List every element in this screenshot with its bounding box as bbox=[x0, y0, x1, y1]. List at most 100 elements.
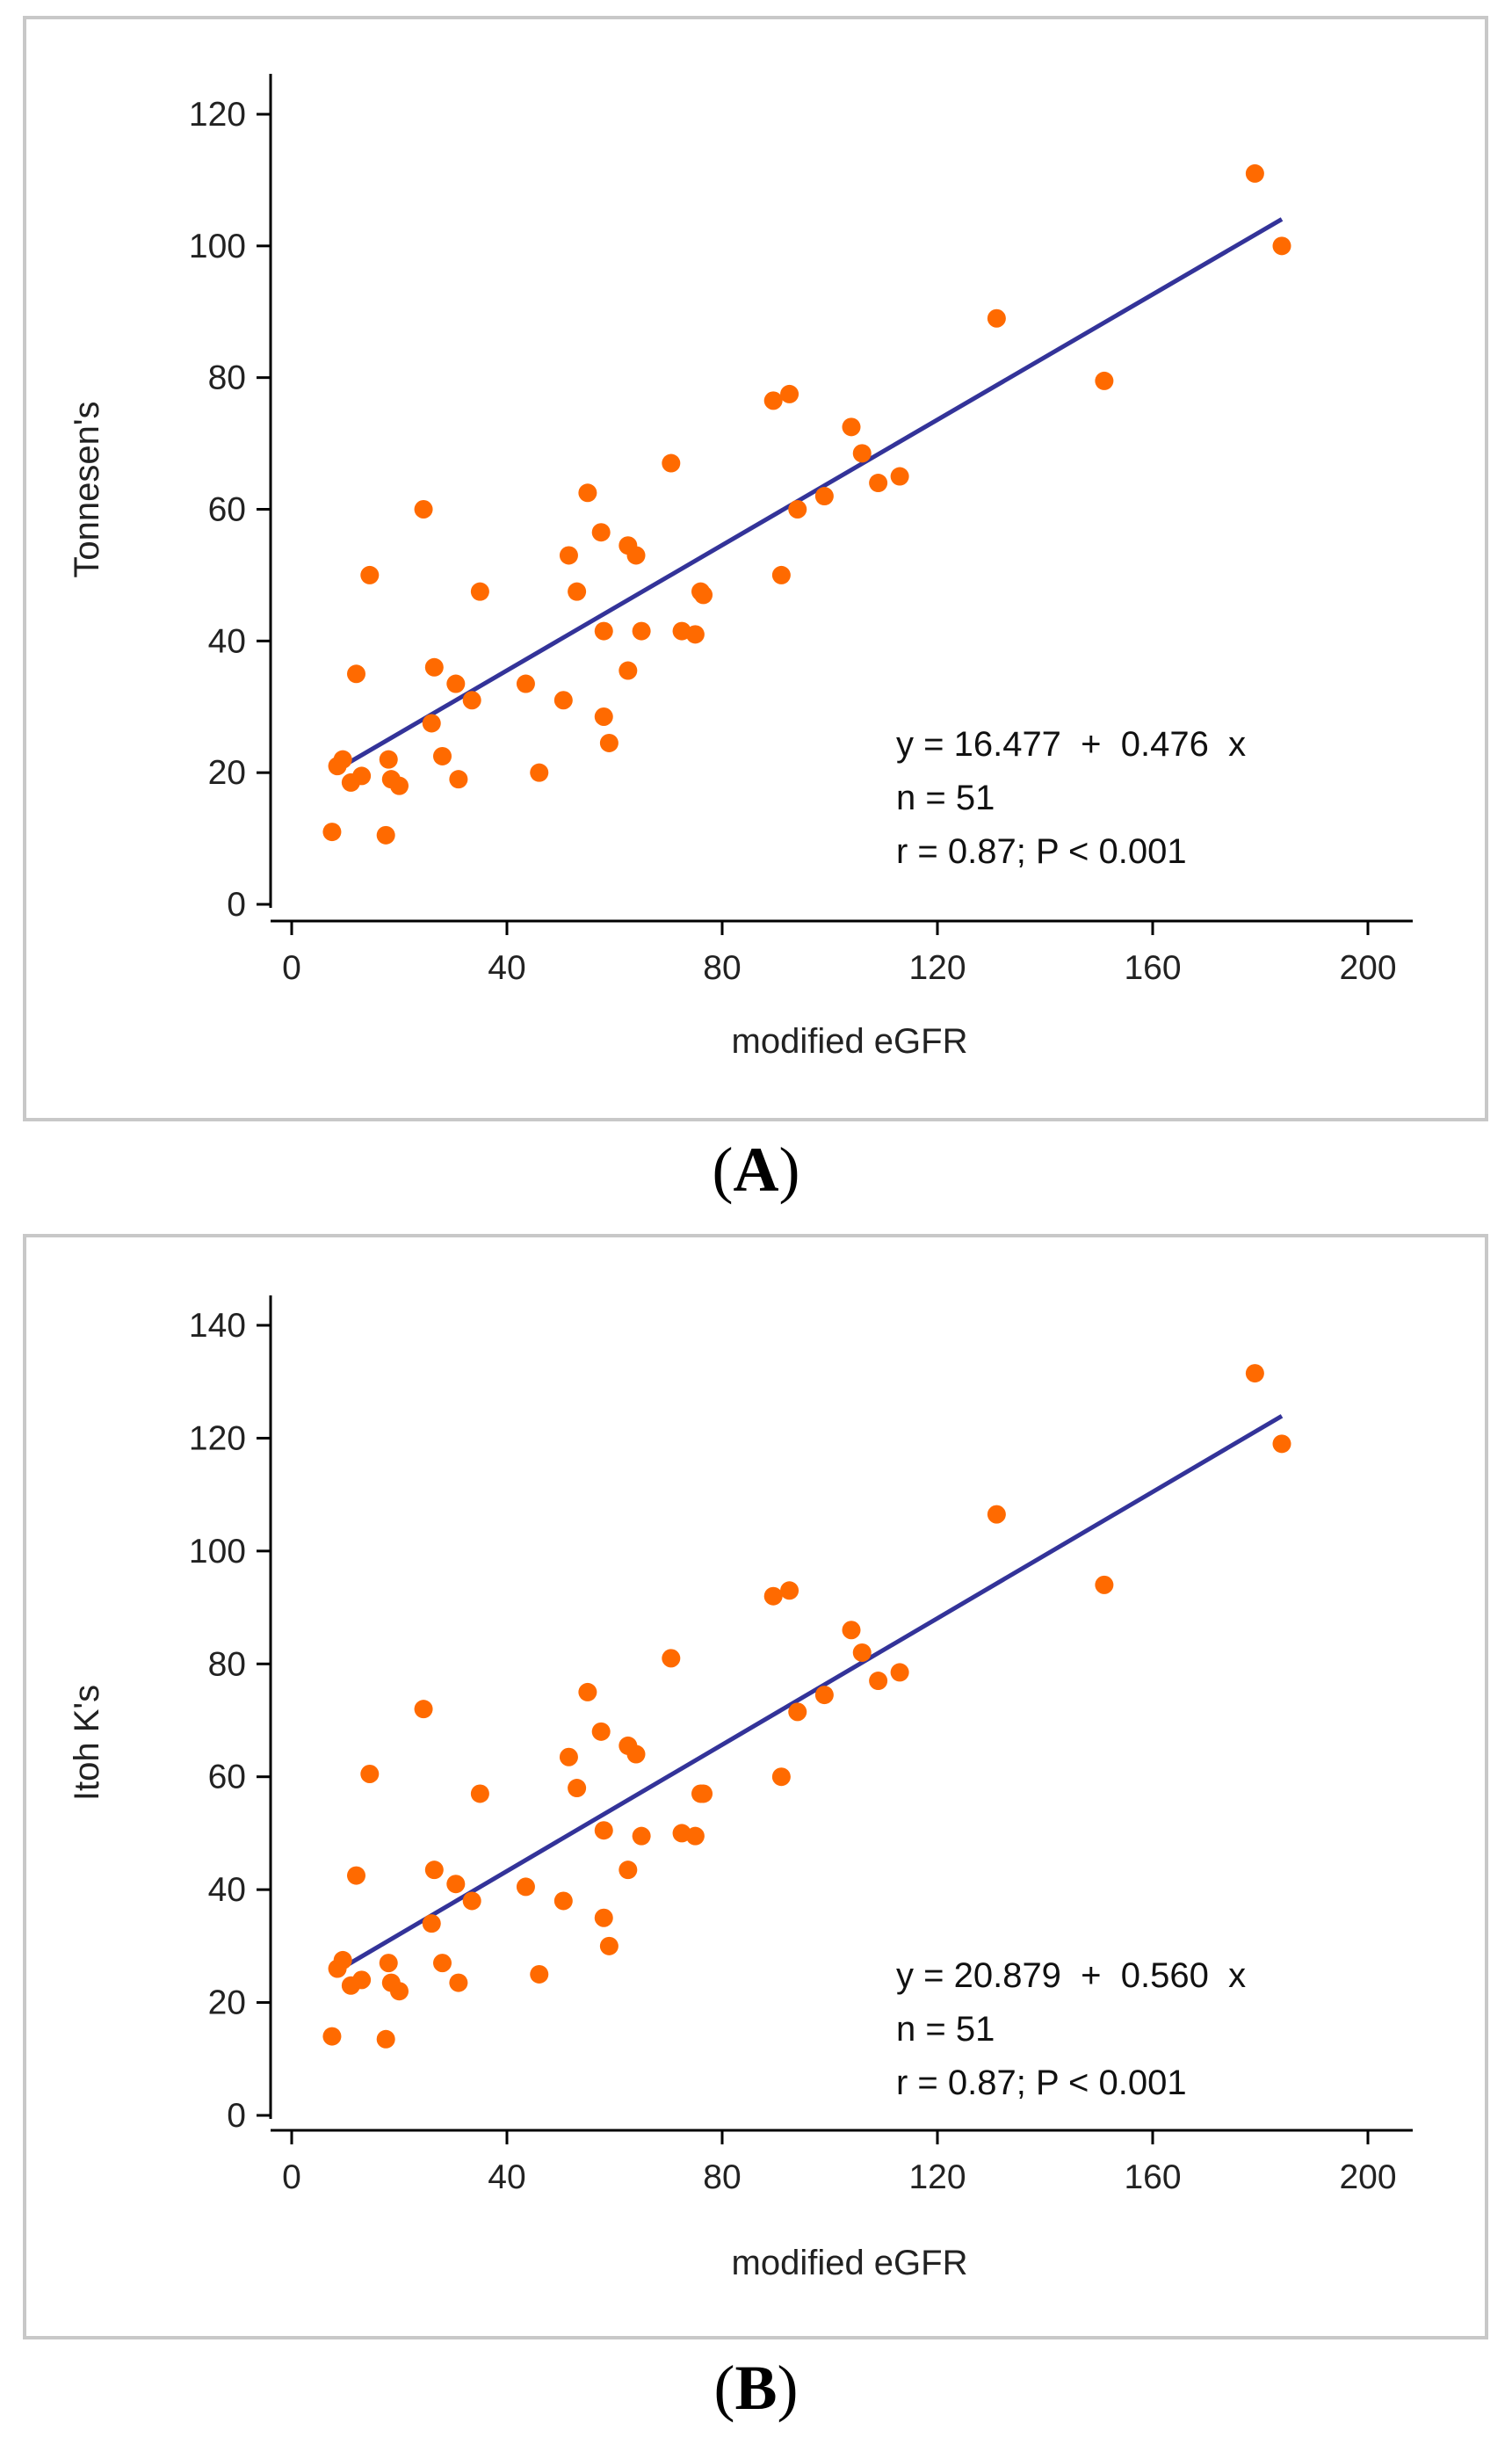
data-point bbox=[516, 1877, 535, 1897]
data-point bbox=[568, 582, 587, 601]
x-tick-label: 120 bbox=[908, 2158, 966, 2196]
y-tick-label: 60 bbox=[208, 1759, 246, 1796]
data-point bbox=[322, 823, 342, 842]
data-point bbox=[578, 483, 597, 503]
regression-line bbox=[333, 217, 1284, 773]
data-point bbox=[462, 691, 481, 710]
panel-label-b: B bbox=[734, 2353, 778, 2423]
y-tick-label: 0 bbox=[227, 886, 246, 924]
data-point bbox=[788, 500, 807, 519]
data-point bbox=[1272, 1434, 1291, 1454]
x-tick-label: 0 bbox=[282, 2158, 301, 2196]
y-tick-label: 100 bbox=[189, 228, 246, 265]
correlation-stat: r = 0.87; P < 0.001 bbox=[896, 832, 1187, 871]
data-point bbox=[462, 1891, 481, 1911]
data-point bbox=[446, 1875, 466, 1894]
x-tick-label: 80 bbox=[703, 2158, 741, 2196]
data-point bbox=[662, 453, 681, 473]
data-point bbox=[553, 691, 573, 710]
data-point bbox=[771, 565, 791, 584]
data-point bbox=[390, 776, 409, 795]
data-point bbox=[433, 746, 452, 765]
data-point bbox=[599, 1936, 619, 1955]
data-point bbox=[763, 1586, 783, 1606]
panel-caption-b: (B) bbox=[713, 2353, 799, 2423]
data-point bbox=[414, 1700, 433, 1719]
data-point bbox=[390, 1982, 409, 2001]
chart-panel-a: 0 20 40 60 80 100 120 0 40 80 120 160 200 modified e… bbox=[23, 16, 1488, 1121]
data-point bbox=[771, 1767, 791, 1787]
data-point bbox=[446, 674, 466, 693]
scatter-plot-a: 0 20 40 60 80 100 120 0 40 80 120 160 200 modified e… bbox=[68, 74, 1413, 1061]
x-axis-title: modified eGFR bbox=[732, 1022, 968, 1061]
data-point bbox=[780, 384, 799, 403]
data-point bbox=[422, 714, 441, 733]
data-point bbox=[852, 444, 872, 463]
y-tick-label: 40 bbox=[208, 1871, 246, 1909]
data-point bbox=[424, 657, 444, 677]
data-point bbox=[553, 1891, 573, 1911]
y-tick-label: 120 bbox=[189, 1419, 246, 1457]
data-point bbox=[852, 1643, 872, 1662]
x-tick-label: 200 bbox=[1339, 2158, 1396, 2196]
data-point bbox=[414, 500, 433, 519]
data-point bbox=[842, 417, 861, 437]
data-point bbox=[591, 1722, 611, 1741]
data-point bbox=[352, 1970, 372, 1990]
data-point bbox=[449, 1973, 468, 1992]
x-tick-label: 160 bbox=[1124, 2158, 1181, 2196]
data-point bbox=[788, 1702, 807, 1722]
x-tick-label: 200 bbox=[1339, 949, 1396, 987]
data-point bbox=[470, 582, 489, 601]
data-point bbox=[422, 1914, 441, 1933]
data-point bbox=[694, 585, 713, 605]
y-axis-title: Itoh K's bbox=[68, 1685, 106, 1801]
x-tick-label: 0 bbox=[282, 949, 301, 987]
data-point bbox=[890, 467, 909, 486]
data-point bbox=[632, 621, 651, 641]
data-point bbox=[568, 1779, 587, 1798]
x-tick-label: 120 bbox=[908, 949, 966, 987]
regression-line bbox=[333, 1414, 1284, 1975]
panel-caption-a: (A) bbox=[712, 1135, 800, 1205]
sample-size: n = 51 bbox=[896, 2010, 995, 2049]
data-point bbox=[1245, 163, 1264, 183]
data-point bbox=[632, 1826, 651, 1846]
data-point bbox=[685, 1826, 705, 1846]
chart-panel-b: 0 20 40 60 80 100 120 140 0 40 80 120 160 200 modifie… bbox=[23, 1234, 1488, 2339]
data-point bbox=[594, 1821, 613, 1840]
y-tick-label: 40 bbox=[208, 622, 246, 660]
scatter-plot-b: 0 20 40 60 80 100 120 140 0 40 80 120 160 200 modifie… bbox=[68, 1295, 1413, 2282]
x-tick-label: 40 bbox=[488, 949, 525, 987]
y-tick-label: 0 bbox=[227, 2097, 246, 2135]
axes-a: 0 20 40 60 80 100 120 0 40 80 120 160 200 bbox=[189, 74, 1413, 987]
data-point bbox=[869, 474, 888, 493]
data-point bbox=[559, 546, 578, 565]
data-point bbox=[559, 1747, 578, 1766]
y-tick-label: 60 bbox=[208, 491, 246, 529]
marks-a bbox=[322, 163, 1291, 845]
x-axis-title: modified eGFR bbox=[732, 2244, 968, 2282]
y-tick-label: 140 bbox=[189, 1307, 246, 1345]
data-point bbox=[352, 766, 372, 786]
data-point bbox=[594, 1908, 613, 1927]
y-tick-label: 20 bbox=[208, 754, 246, 792]
data-point bbox=[516, 674, 535, 693]
data-point bbox=[626, 1745, 646, 1764]
data-point bbox=[1095, 1575, 1114, 1594]
data-point bbox=[347, 1866, 365, 1885]
data-point bbox=[376, 2029, 395, 2049]
data-point bbox=[694, 1784, 713, 1803]
data-point bbox=[376, 825, 395, 845]
data-point bbox=[1272, 236, 1291, 256]
data-point bbox=[360, 1765, 380, 1784]
data-point bbox=[379, 750, 398, 769]
data-point bbox=[1095, 371, 1114, 390]
data-point bbox=[685, 625, 705, 644]
data-point bbox=[987, 308, 1006, 328]
data-point bbox=[322, 2027, 342, 2046]
data-point bbox=[626, 546, 646, 565]
data-point bbox=[470, 1784, 489, 1803]
panel-label-a: A bbox=[733, 1135, 779, 1205]
data-point bbox=[890, 1663, 909, 1682]
